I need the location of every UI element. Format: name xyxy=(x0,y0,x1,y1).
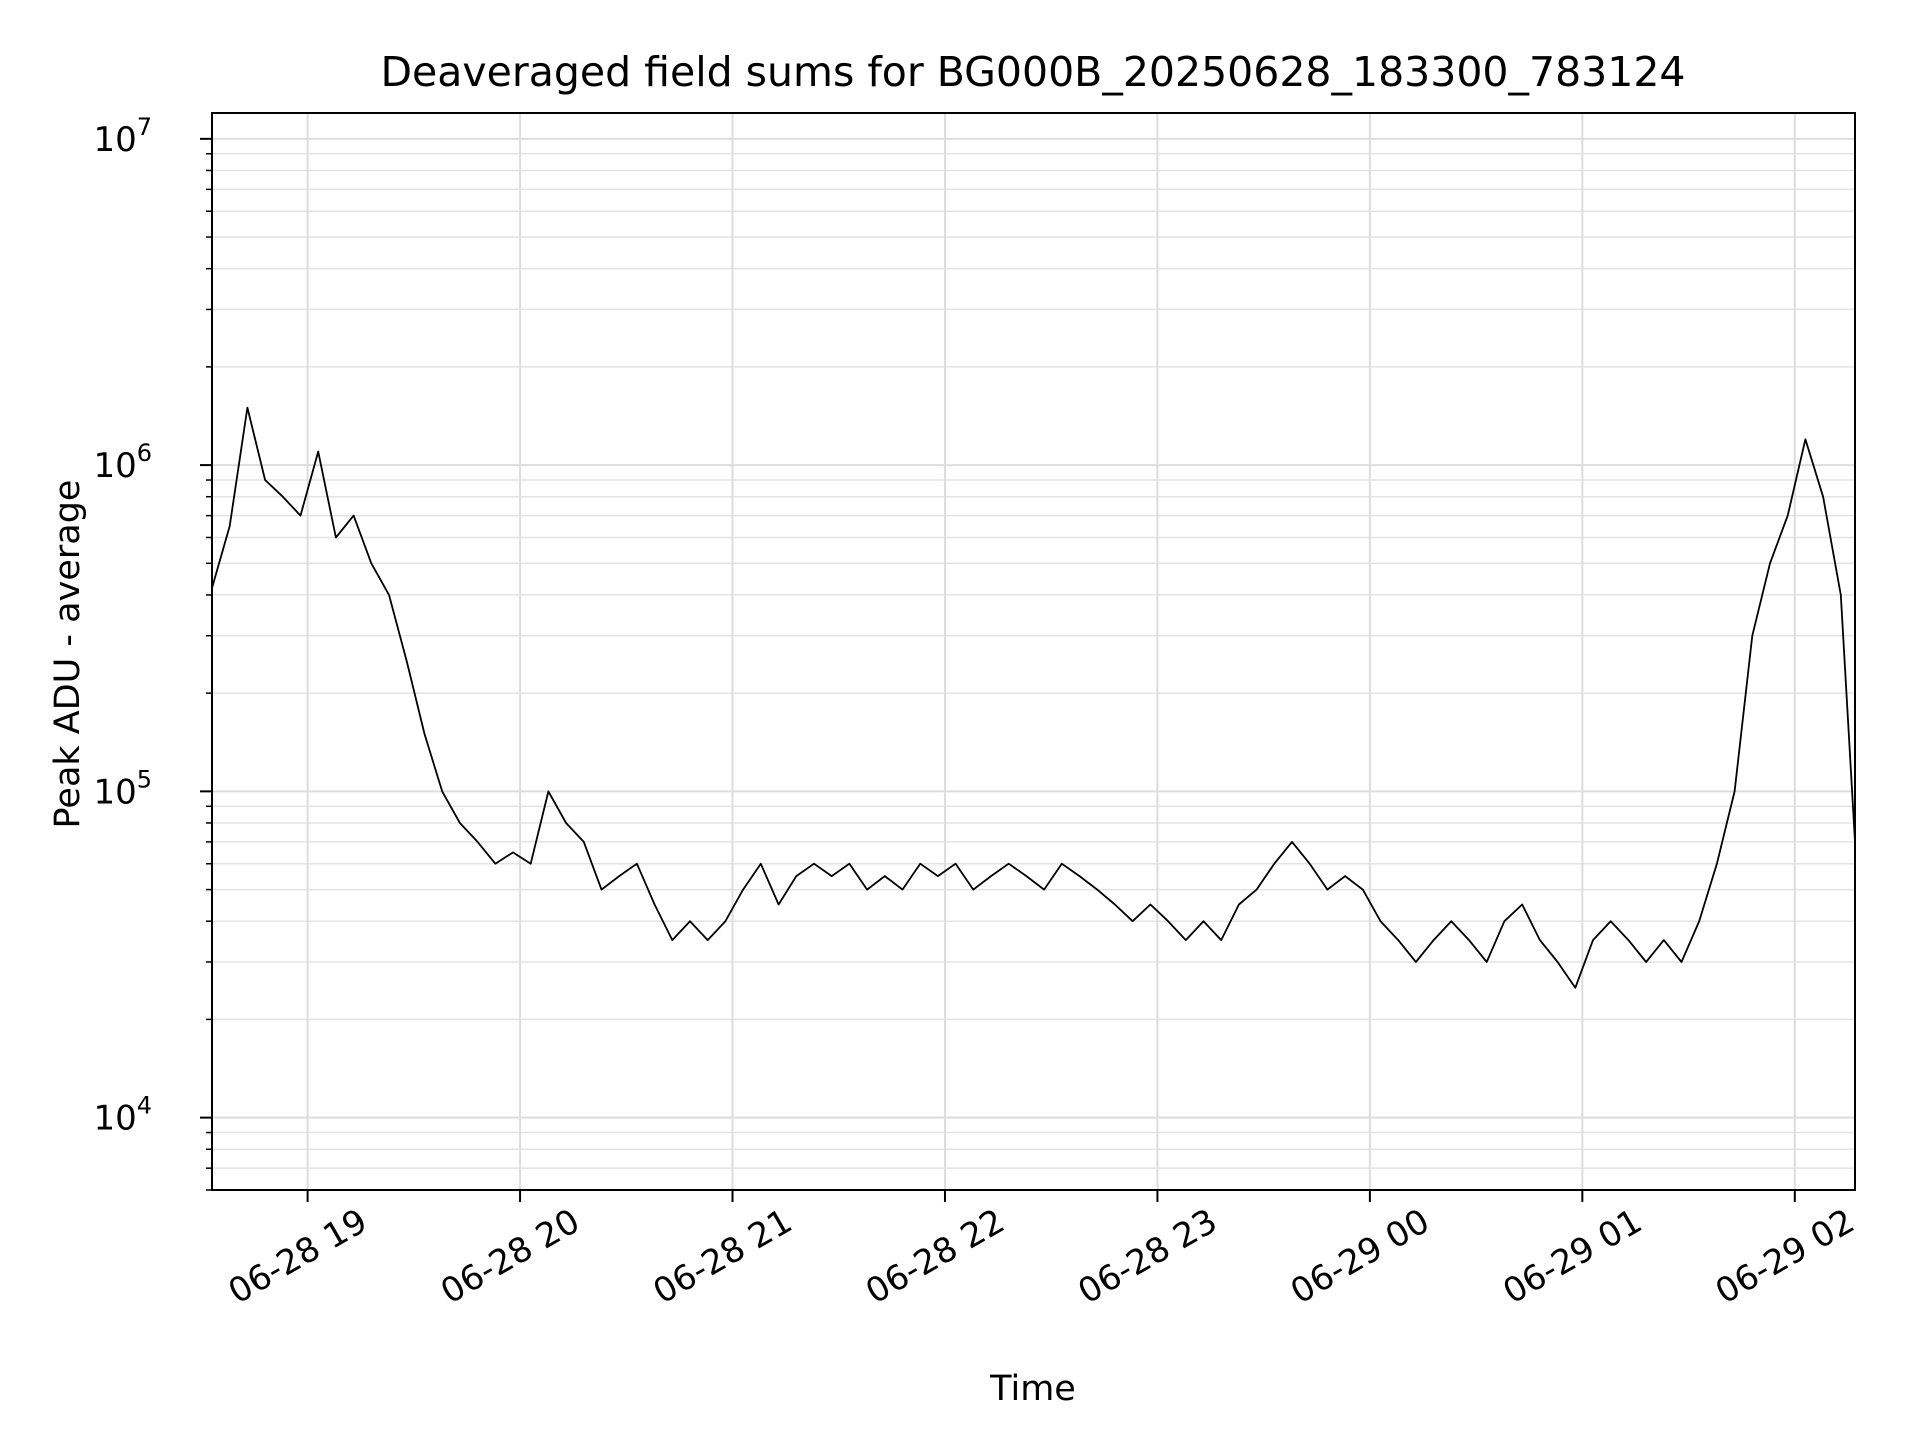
series-layer xyxy=(211,406,1856,989)
y-tick-label: 104 xyxy=(93,1092,152,1139)
series-line xyxy=(211,406,1856,989)
y-tick-label: 107 xyxy=(93,113,152,160)
chart-title: Deaveraged field sums for BG000B_2025062… xyxy=(380,48,1685,96)
x-axis-label: Time xyxy=(989,1369,1076,1409)
y-axis-label: Peak ADU - average xyxy=(48,480,88,829)
y-tick-label: 105 xyxy=(93,765,152,812)
grid xyxy=(212,113,1855,1191)
plot-frame xyxy=(211,112,1856,1191)
y-tick-label: 106 xyxy=(93,439,152,486)
y-axis: 104 105 106 107 xyxy=(93,113,212,1191)
